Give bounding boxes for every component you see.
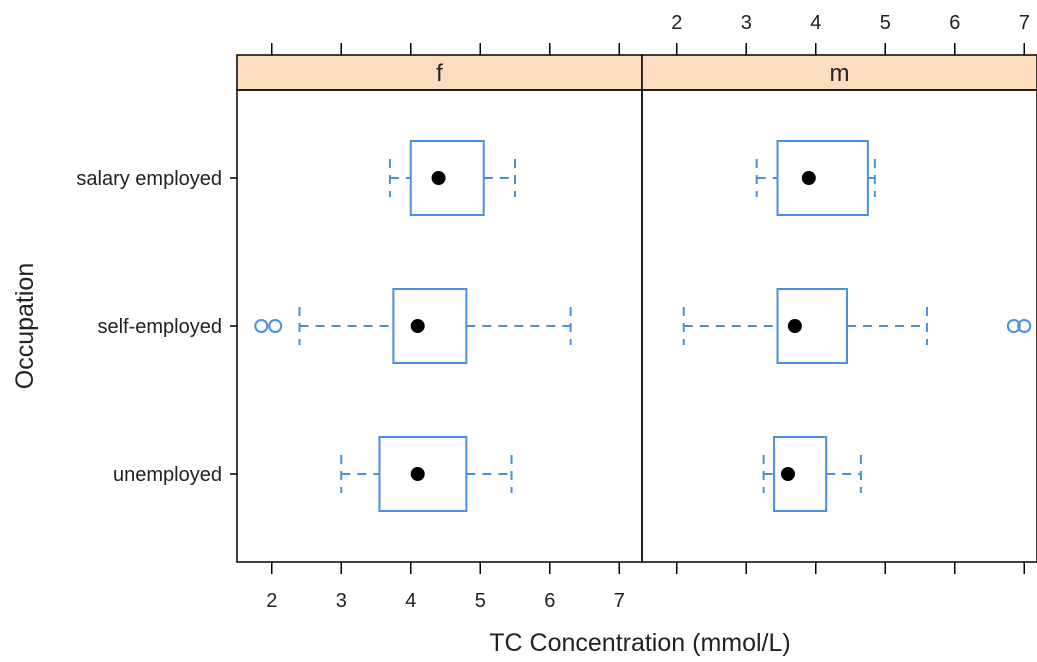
x-tick-label-bottom-5: 5: [475, 590, 486, 612]
outlier-point: [268, 319, 283, 333]
panel-frame-m: [641, 89, 1037, 563]
iqr-box: [776, 140, 869, 216]
outlier-point: [1006, 319, 1021, 333]
median-dot: [780, 467, 795, 481]
x-tick-label-top-5: 5: [880, 12, 891, 34]
median-dot: [431, 171, 446, 185]
x-tick-label-top-6: 6: [949, 12, 960, 34]
y-tick-label-salary-employed: salary employed: [76, 168, 222, 190]
strip-label-f: f: [436, 60, 443, 87]
x-tick-label-bottom-3: 3: [336, 590, 347, 612]
outlier-point: [1017, 319, 1032, 333]
x-tick-label-bottom-2: 2: [266, 590, 277, 612]
box-m-self-employed: [682, 288, 1032, 364]
x-tick-label-bottom-4: 4: [405, 590, 416, 612]
outlier-point: [254, 319, 269, 333]
x-axis-top: 2 3 4 5 6 7: [271, 12, 1030, 55]
y-axis-title: Occupation: [11, 263, 39, 389]
iqr-box: [409, 140, 485, 216]
x-tick-label-top-3: 3: [741, 12, 752, 34]
x-tick-label-bottom-7: 7: [614, 590, 625, 612]
y-tick-label-self-employed: self-employed: [97, 316, 222, 338]
strip-label-m: m: [830, 60, 850, 87]
box-f-unemployed: [340, 436, 513, 512]
y-tick-labels: salary employed self-employed unemployed: [76, 168, 237, 486]
y-tick-label-unemployed: unemployed: [113, 464, 222, 486]
x-tick-label-top-7: 7: [1019, 12, 1030, 34]
box-f-self-employed: [254, 288, 572, 364]
box-m-salary-employed: [755, 140, 876, 216]
box-f-salary-employed: [388, 140, 516, 216]
strip-f: [236, 54, 643, 91]
median-dot: [410, 319, 425, 333]
median-dot: [410, 467, 425, 481]
panel-m: m: [641, 54, 1037, 563]
median-dot: [801, 171, 816, 185]
iqr-box: [392, 288, 468, 364]
x-tick-label-bottom-6: 6: [544, 590, 555, 612]
box-m-unemployed: [762, 436, 862, 512]
x-axis-title: TC Concentration (mmol/L): [489, 629, 790, 657]
x-axis-bottom: 2 3 4 5 6 7: [266, 562, 1025, 612]
median-dot: [787, 319, 802, 333]
panel-f: f: [236, 54, 643, 563]
x-tick-label-top-2: 2: [671, 12, 682, 34]
x-tick-label-top-4: 4: [810, 12, 821, 34]
